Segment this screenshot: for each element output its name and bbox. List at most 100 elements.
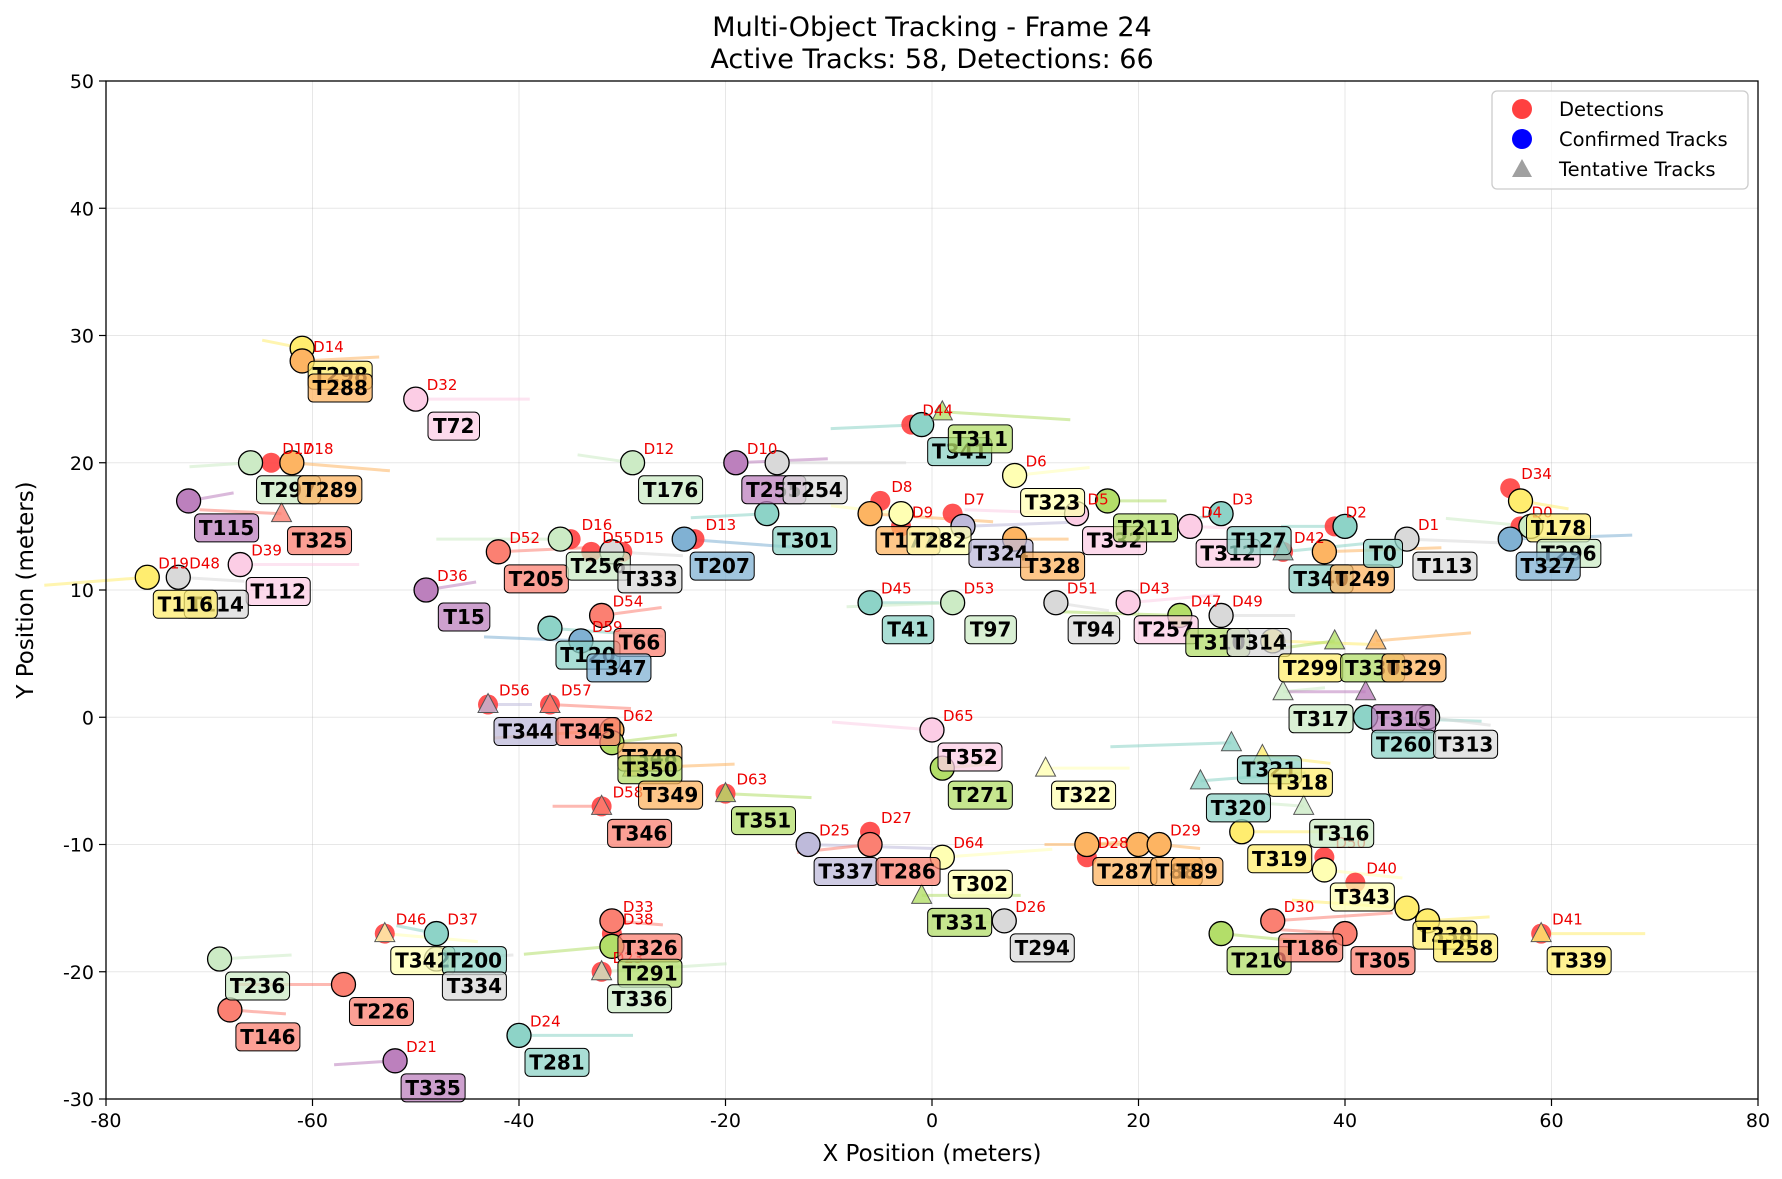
track-label: T329 <box>1386 656 1441 680</box>
chart-title: Multi-Object Tracking - Frame 24 <box>712 12 1151 43</box>
confirmed-track-marker <box>1094 488 1121 514</box>
track-label: T281 <box>529 1050 584 1074</box>
track-label: T320 <box>1211 796 1266 820</box>
track-label: T339 <box>1551 949 1606 973</box>
legend-tentative-marker <box>1512 159 1532 177</box>
confirmed-track-marker <box>1311 539 1337 565</box>
track-label-box <box>1546 946 1612 976</box>
confirmed-track-marker <box>330 971 357 998</box>
track-trail <box>1052 610 1180 617</box>
track-label: T256 <box>571 554 626 578</box>
track-label-box <box>235 1022 301 1052</box>
confirmed-track-marker <box>1208 920 1234 947</box>
track-label-box <box>772 526 838 556</box>
track-label-box <box>1278 933 1344 963</box>
tentative-track-marker <box>590 794 613 815</box>
confirmed-track-marker <box>1043 590 1069 616</box>
track-label: T302 <box>953 872 1008 896</box>
track-label: T15 <box>443 605 484 629</box>
track-label-box <box>607 818 673 848</box>
tentative-track-marker <box>931 399 954 421</box>
confirmed-track-marker <box>217 997 243 1023</box>
track-label-box <box>638 780 704 810</box>
track-label: T97 <box>970 618 1011 642</box>
track-label-box <box>1226 627 1292 657</box>
track-label-box <box>1329 882 1395 912</box>
track-trail <box>690 512 767 520</box>
track-label-box <box>1267 767 1333 797</box>
track-label-box <box>307 373 373 403</box>
detection-label: D25 <box>819 822 850 840</box>
x-tick-label: -80 <box>90 1110 121 1132</box>
track-label-box <box>1433 933 1499 963</box>
track-label: T271 <box>953 783 1008 807</box>
detection-label: D2 <box>1346 503 1367 521</box>
track-label: T336 <box>612 987 667 1011</box>
track-trail <box>302 355 380 363</box>
track-label: T286 <box>880 860 935 884</box>
track-label-box <box>287 526 353 556</box>
track-label: T207 <box>695 554 750 578</box>
track-label-box <box>964 615 1017 645</box>
detection-label: D43 <box>1139 580 1170 598</box>
track-label: T352 <box>942 745 997 769</box>
track-label-box <box>1170 857 1224 886</box>
track-label: T288 <box>312 376 367 400</box>
track-label: T211 <box>1118 516 1173 540</box>
detection-label: D19 <box>158 554 189 572</box>
track-trail <box>199 508 282 516</box>
track-label: T200 <box>447 949 502 973</box>
detection-label: D14 <box>313 338 344 356</box>
track-trail <box>1128 593 1219 605</box>
confirmed-track-marker <box>413 577 439 603</box>
tentative-track-marker <box>1189 768 1212 790</box>
detection-label: D6 <box>1026 452 1047 470</box>
track-label: T289 <box>302 478 357 502</box>
track-label: T319 <box>1252 847 1307 871</box>
track-label: T260 <box>1376 732 1431 756</box>
track-trail <box>831 720 933 732</box>
detection-marker <box>261 452 282 473</box>
track-trail <box>523 944 613 956</box>
track-label: T89 <box>1176 860 1217 884</box>
track-label-box <box>1051 780 1117 810</box>
track-label: T112 <box>251 580 306 604</box>
confirmed-track-marker <box>1208 602 1234 629</box>
track-trail <box>44 575 148 587</box>
detection-label: D52 <box>509 529 540 547</box>
legend: Detections Confirmed Tracks Tentative Tr… <box>1491 90 1749 190</box>
confirmed-track-marker <box>991 908 1017 934</box>
confirmed-track-marker <box>1177 513 1203 540</box>
confirmed-track-marker <box>857 831 883 858</box>
detection-label: D47 <box>1191 592 1222 610</box>
track-label: T349 <box>643 783 698 807</box>
detection-label: D44 <box>922 402 953 420</box>
confirmed-track-marker <box>423 920 450 947</box>
track-label: T313 <box>1438 732 1493 756</box>
track-label: T305 <box>1355 949 1410 973</box>
track-label: T178 <box>1531 516 1586 540</box>
tentative-track-marker <box>1292 794 1315 815</box>
markers <box>134 335 1553 1074</box>
track-label-box <box>524 1047 590 1077</box>
track-label: T226 <box>354 999 409 1023</box>
tentative-track-marker <box>1034 756 1057 777</box>
track-label: T249 <box>1335 567 1390 591</box>
detection-label: D17 <box>282 440 313 458</box>
track-label: T258 <box>1438 936 1493 960</box>
detection-label: D37 <box>447 911 478 929</box>
track-label-box <box>947 869 1013 899</box>
track-label: T328 <box>1025 554 1080 578</box>
detection-label: D46 <box>396 911 427 929</box>
detection-label: D27 <box>881 809 912 827</box>
axis-ticks: -80 -60 -40 -20 0 20 40 60 80 -30 -20 -10 0 10 20 30 40 5… <box>63 71 1770 1132</box>
confirmed-track-marker <box>1074 831 1100 858</box>
track-label-box <box>1350 946 1416 976</box>
confirmed-track-marker <box>619 450 646 476</box>
track-label: T315 <box>1376 707 1431 731</box>
detection-label: D8 <box>891 478 912 496</box>
track-trail <box>483 635 582 643</box>
confirmed-track-marker <box>1208 501 1234 527</box>
confirmed-track-marker <box>237 450 264 476</box>
track-label-box <box>555 717 621 747</box>
